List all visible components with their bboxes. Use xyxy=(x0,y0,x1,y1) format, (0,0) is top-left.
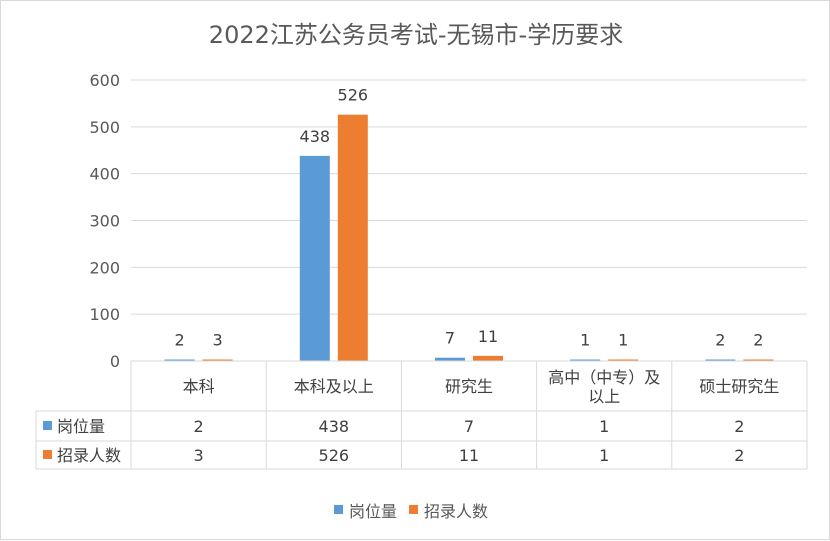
data-label: 2 xyxy=(175,331,185,350)
data-label: 11 xyxy=(478,327,498,346)
bar xyxy=(202,359,233,361)
category-label: 硕士研究生 xyxy=(699,377,779,396)
legend-key xyxy=(334,505,343,514)
gridlines xyxy=(131,79,807,315)
category-label: 研究生 xyxy=(445,377,493,396)
table-cell: 2 xyxy=(734,446,744,465)
category-label: 高中（中专）及 xyxy=(548,368,660,387)
bar xyxy=(743,359,774,361)
y-tick-label: 100 xyxy=(89,305,120,324)
data-label: 2 xyxy=(753,331,763,350)
table-cell: 1 xyxy=(599,446,609,465)
data-label: 1 xyxy=(618,331,628,350)
chart-title: 2022江苏公务员考试-无锡市-学历要求 xyxy=(209,21,623,49)
category-label: 以上 xyxy=(588,387,620,406)
y-tick-label: 0 xyxy=(110,352,120,371)
bar xyxy=(473,355,503,361)
data-label: 1 xyxy=(580,331,590,350)
legend-label: 岗位量 xyxy=(349,502,397,521)
y-axis: 0 100 200 300 400 500 600 xyxy=(89,71,120,371)
y-tick-label: 600 xyxy=(89,71,120,90)
category-label: 本科 xyxy=(183,377,215,396)
y-tick-label: 200 xyxy=(89,258,120,277)
legend-label: 招录人数 xyxy=(424,502,488,521)
bars xyxy=(164,114,774,361)
table-cell: 3 xyxy=(194,446,204,465)
bar xyxy=(608,359,639,361)
table-cell: 2 xyxy=(734,417,744,436)
data-label: 2 xyxy=(715,331,725,350)
data-label: 526 xyxy=(338,86,369,105)
bar xyxy=(299,155,330,361)
data-label: 3 xyxy=(213,331,223,350)
y-tick-label: 400 xyxy=(89,165,120,184)
table-legend-key xyxy=(43,450,52,459)
category-label: 本科及以上 xyxy=(294,377,374,396)
y-tick-label: 300 xyxy=(89,212,120,231)
table-cell: 438 xyxy=(319,417,350,436)
table-series-name: 岗位量 xyxy=(57,417,105,436)
bar xyxy=(164,359,195,361)
legend: 岗位量 招录人数 xyxy=(334,502,488,521)
table-cell: 1 xyxy=(599,417,609,436)
bar xyxy=(337,114,368,361)
table-cell: 7 xyxy=(464,417,474,436)
table-cell: 11 xyxy=(459,446,479,465)
bar xyxy=(705,359,736,361)
table-cell: 526 xyxy=(319,446,350,465)
table-legend-key xyxy=(43,421,52,430)
bar xyxy=(435,357,465,361)
table-series-name: 招录人数 xyxy=(57,446,121,465)
table-cell: 2 xyxy=(194,417,204,436)
data-label: 438 xyxy=(300,127,331,146)
y-tick-label: 500 xyxy=(89,118,120,137)
data-label: 7 xyxy=(445,329,455,348)
legend-key xyxy=(409,505,419,514)
bar xyxy=(570,359,601,361)
